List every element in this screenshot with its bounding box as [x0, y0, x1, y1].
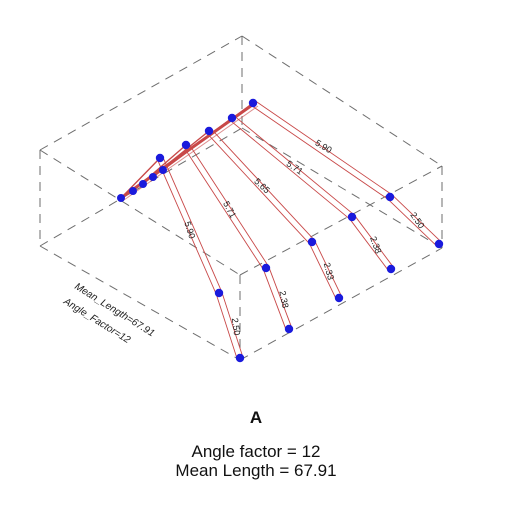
finger-segment [229, 119, 351, 220]
joint-marker [235, 353, 245, 363]
panel-label: A [249, 408, 263, 427]
joint-marker [434, 239, 444, 249]
segment-label: 2.38 [368, 235, 383, 255]
joint-marker [159, 166, 167, 174]
segment-label: 5.65 [252, 176, 272, 195]
box-edge [239, 165, 443, 276]
joint-marker [149, 173, 157, 181]
joint-marker [385, 192, 395, 202]
joint-marker [248, 98, 258, 108]
joint-marker [117, 194, 125, 202]
finger-segment [221, 291, 244, 358]
joint-marker [214, 288, 224, 298]
finger-segment [206, 132, 311, 245]
joint-marker [261, 263, 271, 273]
finger-segment [210, 128, 315, 241]
segment-label: 2.33 [322, 261, 336, 281]
segment-label: 5.71 [221, 200, 238, 220]
finger-segment [188, 143, 269, 267]
finger-base-segment [162, 102, 254, 171]
joint-marker [181, 140, 191, 150]
finger-segment [314, 240, 343, 297]
joint-marker [386, 264, 396, 274]
finger-segment [162, 156, 223, 292]
finger-segment [251, 105, 389, 200]
joint-marker [347, 212, 357, 222]
box-edge [39, 149, 241, 276]
finger-segment [391, 194, 442, 243]
angle-factor-caption: Angle factor = 12 [191, 442, 321, 461]
joint-marker [139, 180, 147, 188]
joint-marker [307, 237, 317, 247]
joint-marker [227, 113, 237, 123]
segment-label: 2.50 [408, 210, 426, 230]
segment-label: 2.50 [230, 317, 242, 336]
joint-marker [129, 187, 137, 195]
box-edge [241, 35, 443, 167]
finger-segment [233, 115, 355, 216]
finger-segment [156, 159, 217, 295]
finger-base-segment [120, 157, 161, 199]
finger-segment [308, 243, 337, 300]
segment-label: 2.38 [277, 290, 290, 309]
finger-segment [268, 266, 293, 329]
finger-segment [254, 100, 392, 195]
joint-marker [284, 324, 294, 334]
finger-segment [215, 293, 238, 360]
finger-segment [183, 146, 264, 270]
box-edge [39, 35, 243, 151]
segment-label: 5.90 [182, 220, 197, 240]
finger-segment [354, 214, 394, 268]
finger-segment [387, 198, 438, 247]
finger-segment [349, 218, 389, 272]
mean-length-caption: Mean Length = 67.91 [175, 461, 337, 480]
joint-marker [334, 293, 344, 303]
finger-segment [262, 268, 287, 331]
box-edge [239, 247, 443, 361]
joint-marker [204, 126, 214, 136]
joint-marker [155, 153, 165, 163]
box-edge [39, 245, 241, 361]
bounding-box [39, 35, 443, 361]
box-edge [241, 127, 443, 249]
